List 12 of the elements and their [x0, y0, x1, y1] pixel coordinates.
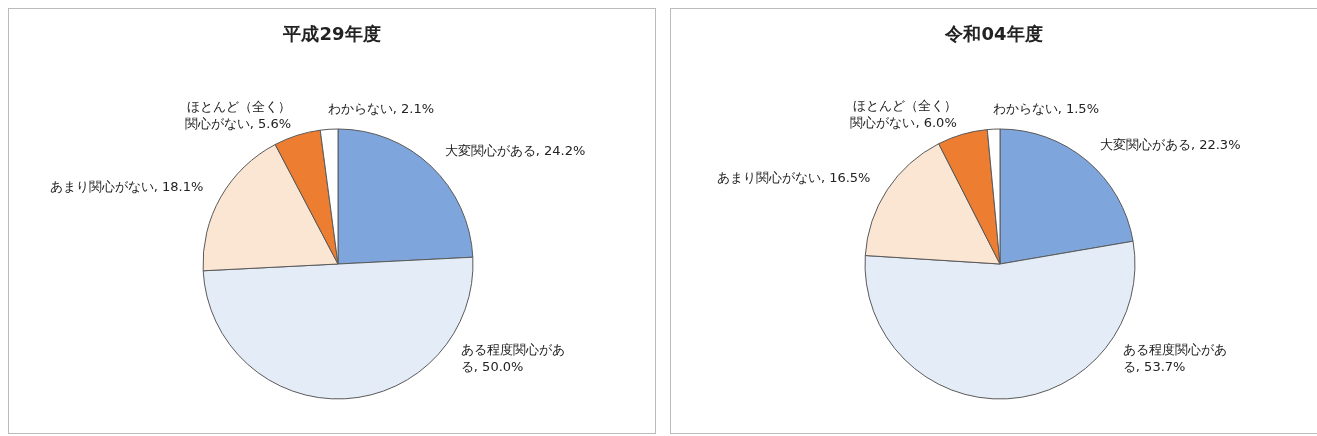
slice-label: あまり関心がない, 16.5% [716, 170, 871, 186]
slice-label: わからない, 2.1% [327, 100, 435, 116]
chart-title: 令和04年度 [944, 22, 1044, 46]
chart-title: 平成29年度 [282, 22, 382, 46]
slice-label: 大変関心がある, 22.3% [1099, 137, 1241, 153]
slice-label: 大変関心がある, 24.2% [444, 143, 586, 159]
slice-label: ある程度関心がある, 50.0% [460, 341, 565, 374]
slice-label: ある程度関心がある, 53.7% [1122, 341, 1227, 374]
slice-label: あまり関心がない, 18.1% [49, 178, 204, 194]
slice-label: ほとんど（全く）関心がない, 5.6% [184, 99, 292, 132]
slice-label: ほとんど（全く）関心がない, 6.0% [850, 98, 957, 131]
slice-label: わからない, 1.5% [992, 100, 1099, 116]
